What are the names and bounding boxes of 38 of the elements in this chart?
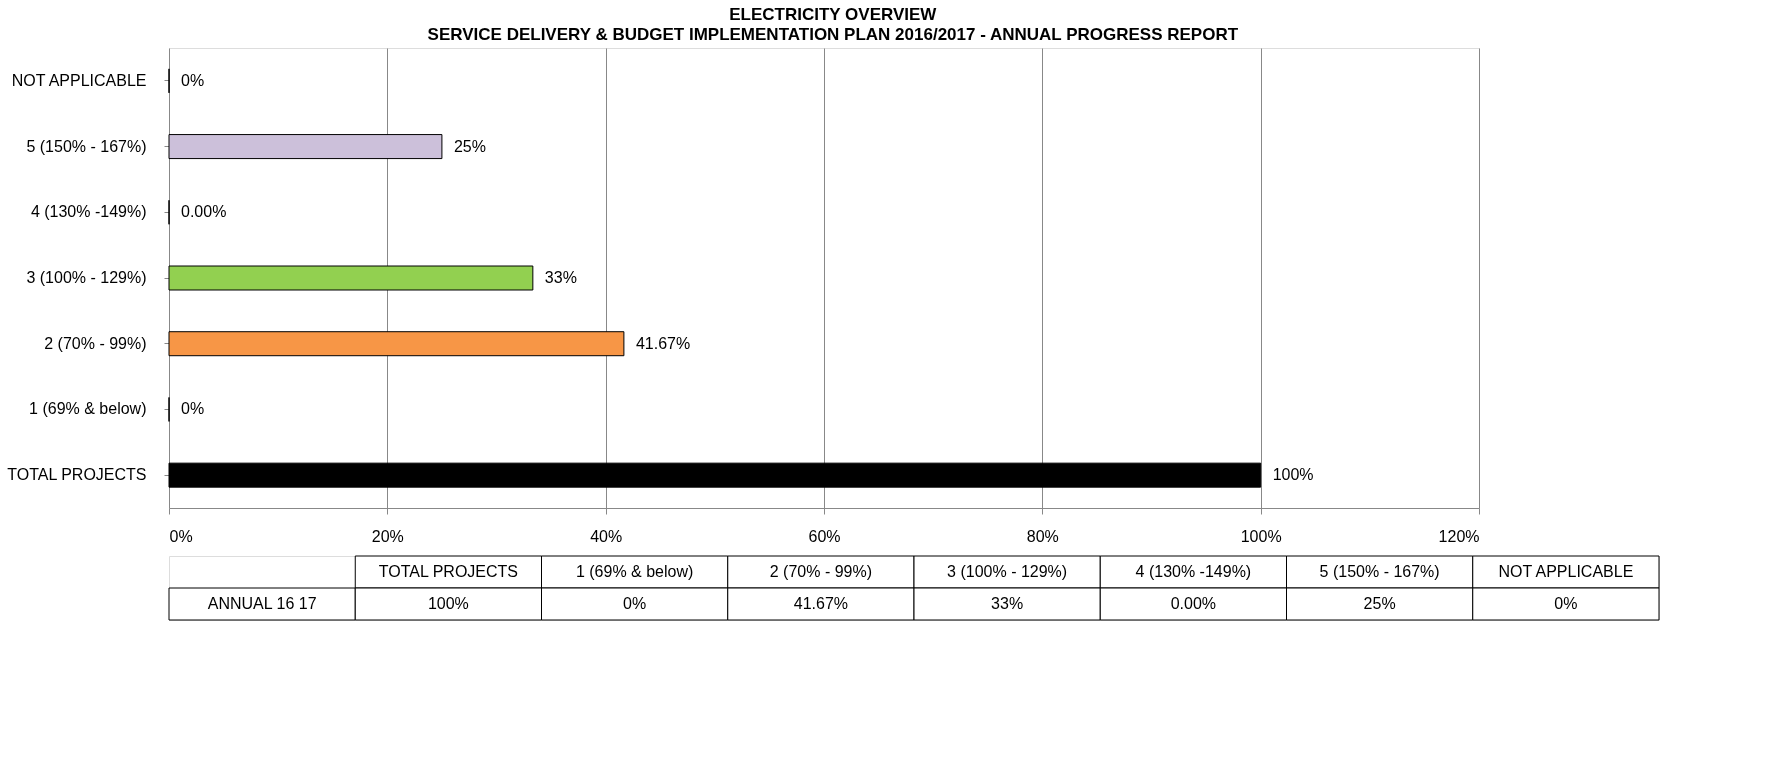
x-tick-label: 40%	[590, 527, 623, 545]
data-label: 100%	[1272, 466, 1314, 484]
y-tick-label: 5 (150% - 167%)	[26, 137, 147, 155]
x-tick-label: 0%	[169, 527, 193, 545]
y-tick-label: 2 (70% - 99%)	[44, 334, 147, 352]
data-label: 0%	[181, 71, 205, 89]
text: 0%	[623, 595, 647, 612]
data-label: 0.00%	[181, 203, 227, 221]
x-tick-label: 120%	[1438, 527, 1480, 545]
category-label: 3 (100% - 129%)	[947, 563, 1068, 580]
data-label: 41.67%	[635, 334, 691, 352]
text: 0.00%	[1170, 595, 1217, 612]
y-tick-label: TOTAL PROJECTS	[7, 466, 147, 484]
chart-title: ELECTRICITY OVERVIEW	[729, 4, 938, 24]
text: 25%	[1363, 595, 1396, 612]
data-label: 33%	[544, 269, 577, 286]
text: 33%	[991, 595, 1024, 612]
category-label: 1 (69% & below)	[575, 563, 694, 580]
y-tick-label: NOT APPLICABLE	[11, 71, 147, 89]
text: 0%	[1554, 595, 1578, 612]
data-label: 25%	[453, 137, 486, 155]
category-label: TOTAL PROJECTS	[378, 563, 519, 580]
category-label: 5 (150% - 167%)	[1319, 563, 1440, 580]
category-label: 2 (70% - 99%)	[769, 563, 873, 580]
category-label: 4 (130% -149%)	[1135, 563, 1252, 580]
data-label: 0%	[181, 400, 205, 418]
x-tick-label: 20%	[371, 527, 404, 545]
y-tick-label: 3 (100% - 129%)	[26, 269, 147, 286]
category-label: NOT APPLICABLE	[1498, 563, 1634, 580]
y-tick-label: 4 (130% -149%)	[30, 203, 147, 221]
text: 100%	[427, 595, 469, 612]
x-tick-label: 60%	[808, 527, 841, 545]
y-tick-label: 1 (69% & below)	[29, 400, 147, 418]
x-tick-label: 80%	[1026, 527, 1059, 545]
text: 41.67%	[793, 595, 849, 612]
chart-subtitle: SERVICE DELIVERY & BUDGET IMPLEMENTATION PLAN 2016/2017 - ANNUAL PROGRESS REPORT	[427, 24, 1239, 44]
text: ANNUAL 16 17	[207, 595, 317, 612]
x-tick-label: 100%	[1240, 527, 1282, 545]
